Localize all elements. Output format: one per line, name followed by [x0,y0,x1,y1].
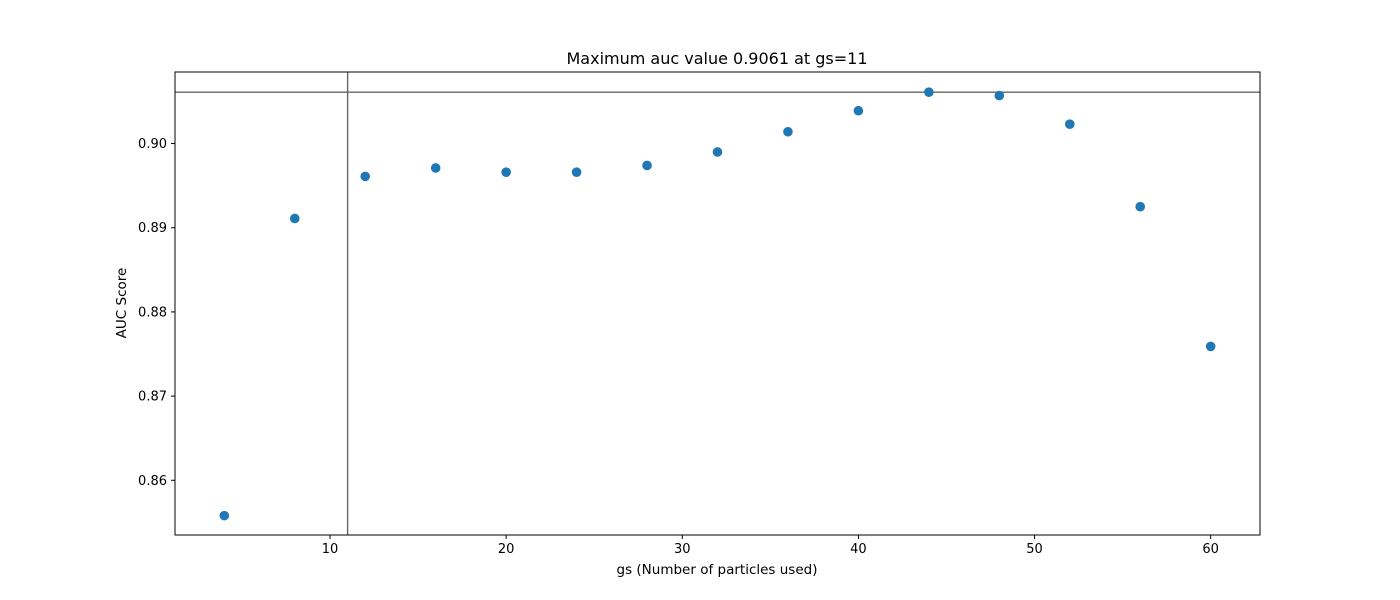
data-point [501,167,511,177]
y-tick-label: 0.90 [138,137,167,152]
data-point [1135,201,1146,212]
plot-area: 10 20 30 40 50 60 0.86 0.87 0.88 0.89 0.90 [138,71,1261,557]
y-axis-label: AUC Score [114,268,130,339]
x-tick-label: 50 [1026,542,1043,557]
data-point [924,87,934,98]
data-point [571,167,582,177]
x-axis-label: gs (Number of particles used) [617,562,818,578]
data-point [360,171,371,182]
data-point [1064,119,1075,129]
y-tick-label: 0.86 [138,474,167,489]
plot-frame [174,71,1261,536]
data-point [642,160,652,171]
data-point [289,213,300,224]
y-tick-label: 0.88 [138,305,167,320]
data-point [219,510,230,521]
x-tick-label: 20 [498,542,515,557]
chart-title: Maximum auc value 0.9061 at gs=11 [566,49,867,68]
y-tick-label: 0.87 [138,390,167,405]
data-point [430,163,441,173]
x-tick-label: 40 [850,542,867,557]
data-point [1205,341,1216,352]
data-point [712,147,723,157]
x-tick-label: 30 [674,542,691,557]
x-tick-label: 60 [1202,542,1219,557]
data-point [994,90,1005,101]
data-point [783,126,793,137]
data-point [853,105,864,116]
y-tick-label: 0.89 [138,221,167,236]
x-tick-label: 10 [322,542,339,557]
